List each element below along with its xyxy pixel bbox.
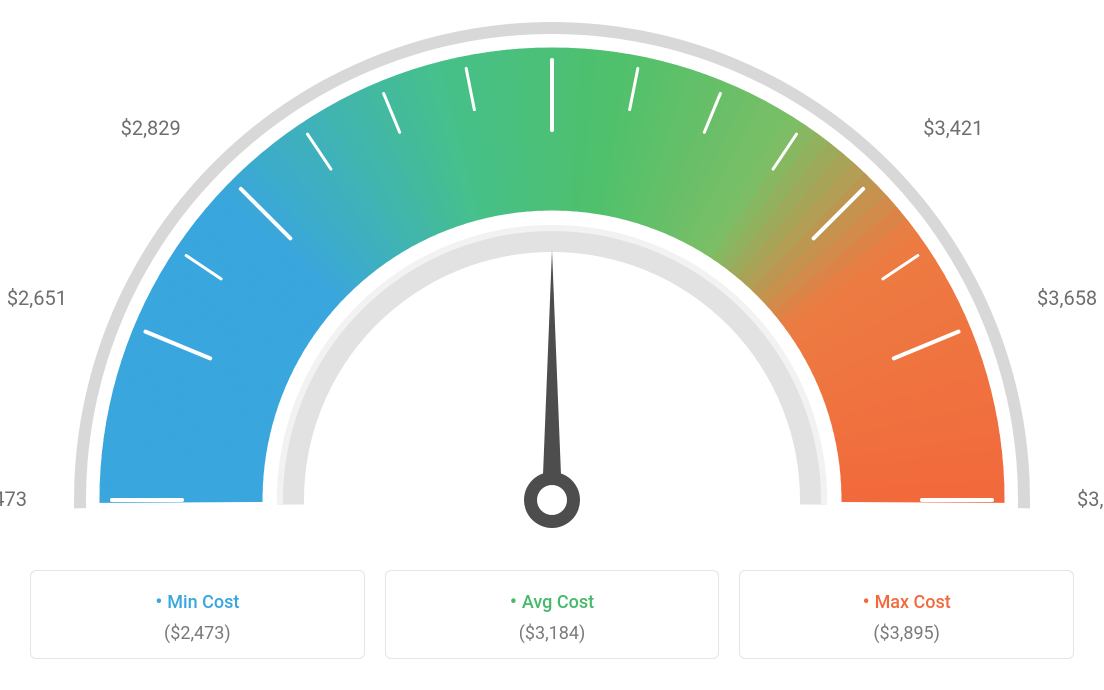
- legend-value-min: ($2,473): [41, 623, 354, 644]
- gauge-tick-label: $3,421: [923, 116, 983, 140]
- gauge-svg: $2,473$2,651$2,829$3,184$3,421$3,658$3,8…: [0, 0, 1104, 570]
- legend-title-avg: Avg Cost: [396, 589, 709, 613]
- legend-card-avg: Avg Cost ($3,184): [385, 570, 720, 659]
- gauge-tick-label: $3,895: [1077, 487, 1104, 511]
- gauge-tick-label: $2,651: [7, 286, 67, 310]
- legend-card-min: Min Cost ($2,473): [30, 570, 365, 659]
- legend-title-max: Max Cost: [750, 589, 1063, 613]
- legend-row: Min Cost ($2,473) Avg Cost ($3,184) Max …: [0, 570, 1104, 659]
- gauge-chart: $2,473$2,651$2,829$3,184$3,421$3,658$3,8…: [0, 0, 1104, 570]
- legend-value-avg: ($3,184): [396, 623, 709, 644]
- legend-value-max: ($3,895): [750, 623, 1063, 644]
- gauge-tick-label: $2,829: [121, 116, 181, 140]
- legend-title-min: Min Cost: [41, 589, 354, 613]
- gauge-hub-hole: [537, 485, 567, 515]
- gauge-tick-label: $2,473: [0, 487, 27, 511]
- gauge-tick-label: $3,658: [1037, 286, 1097, 310]
- legend-card-max: Max Cost ($3,895): [739, 570, 1074, 659]
